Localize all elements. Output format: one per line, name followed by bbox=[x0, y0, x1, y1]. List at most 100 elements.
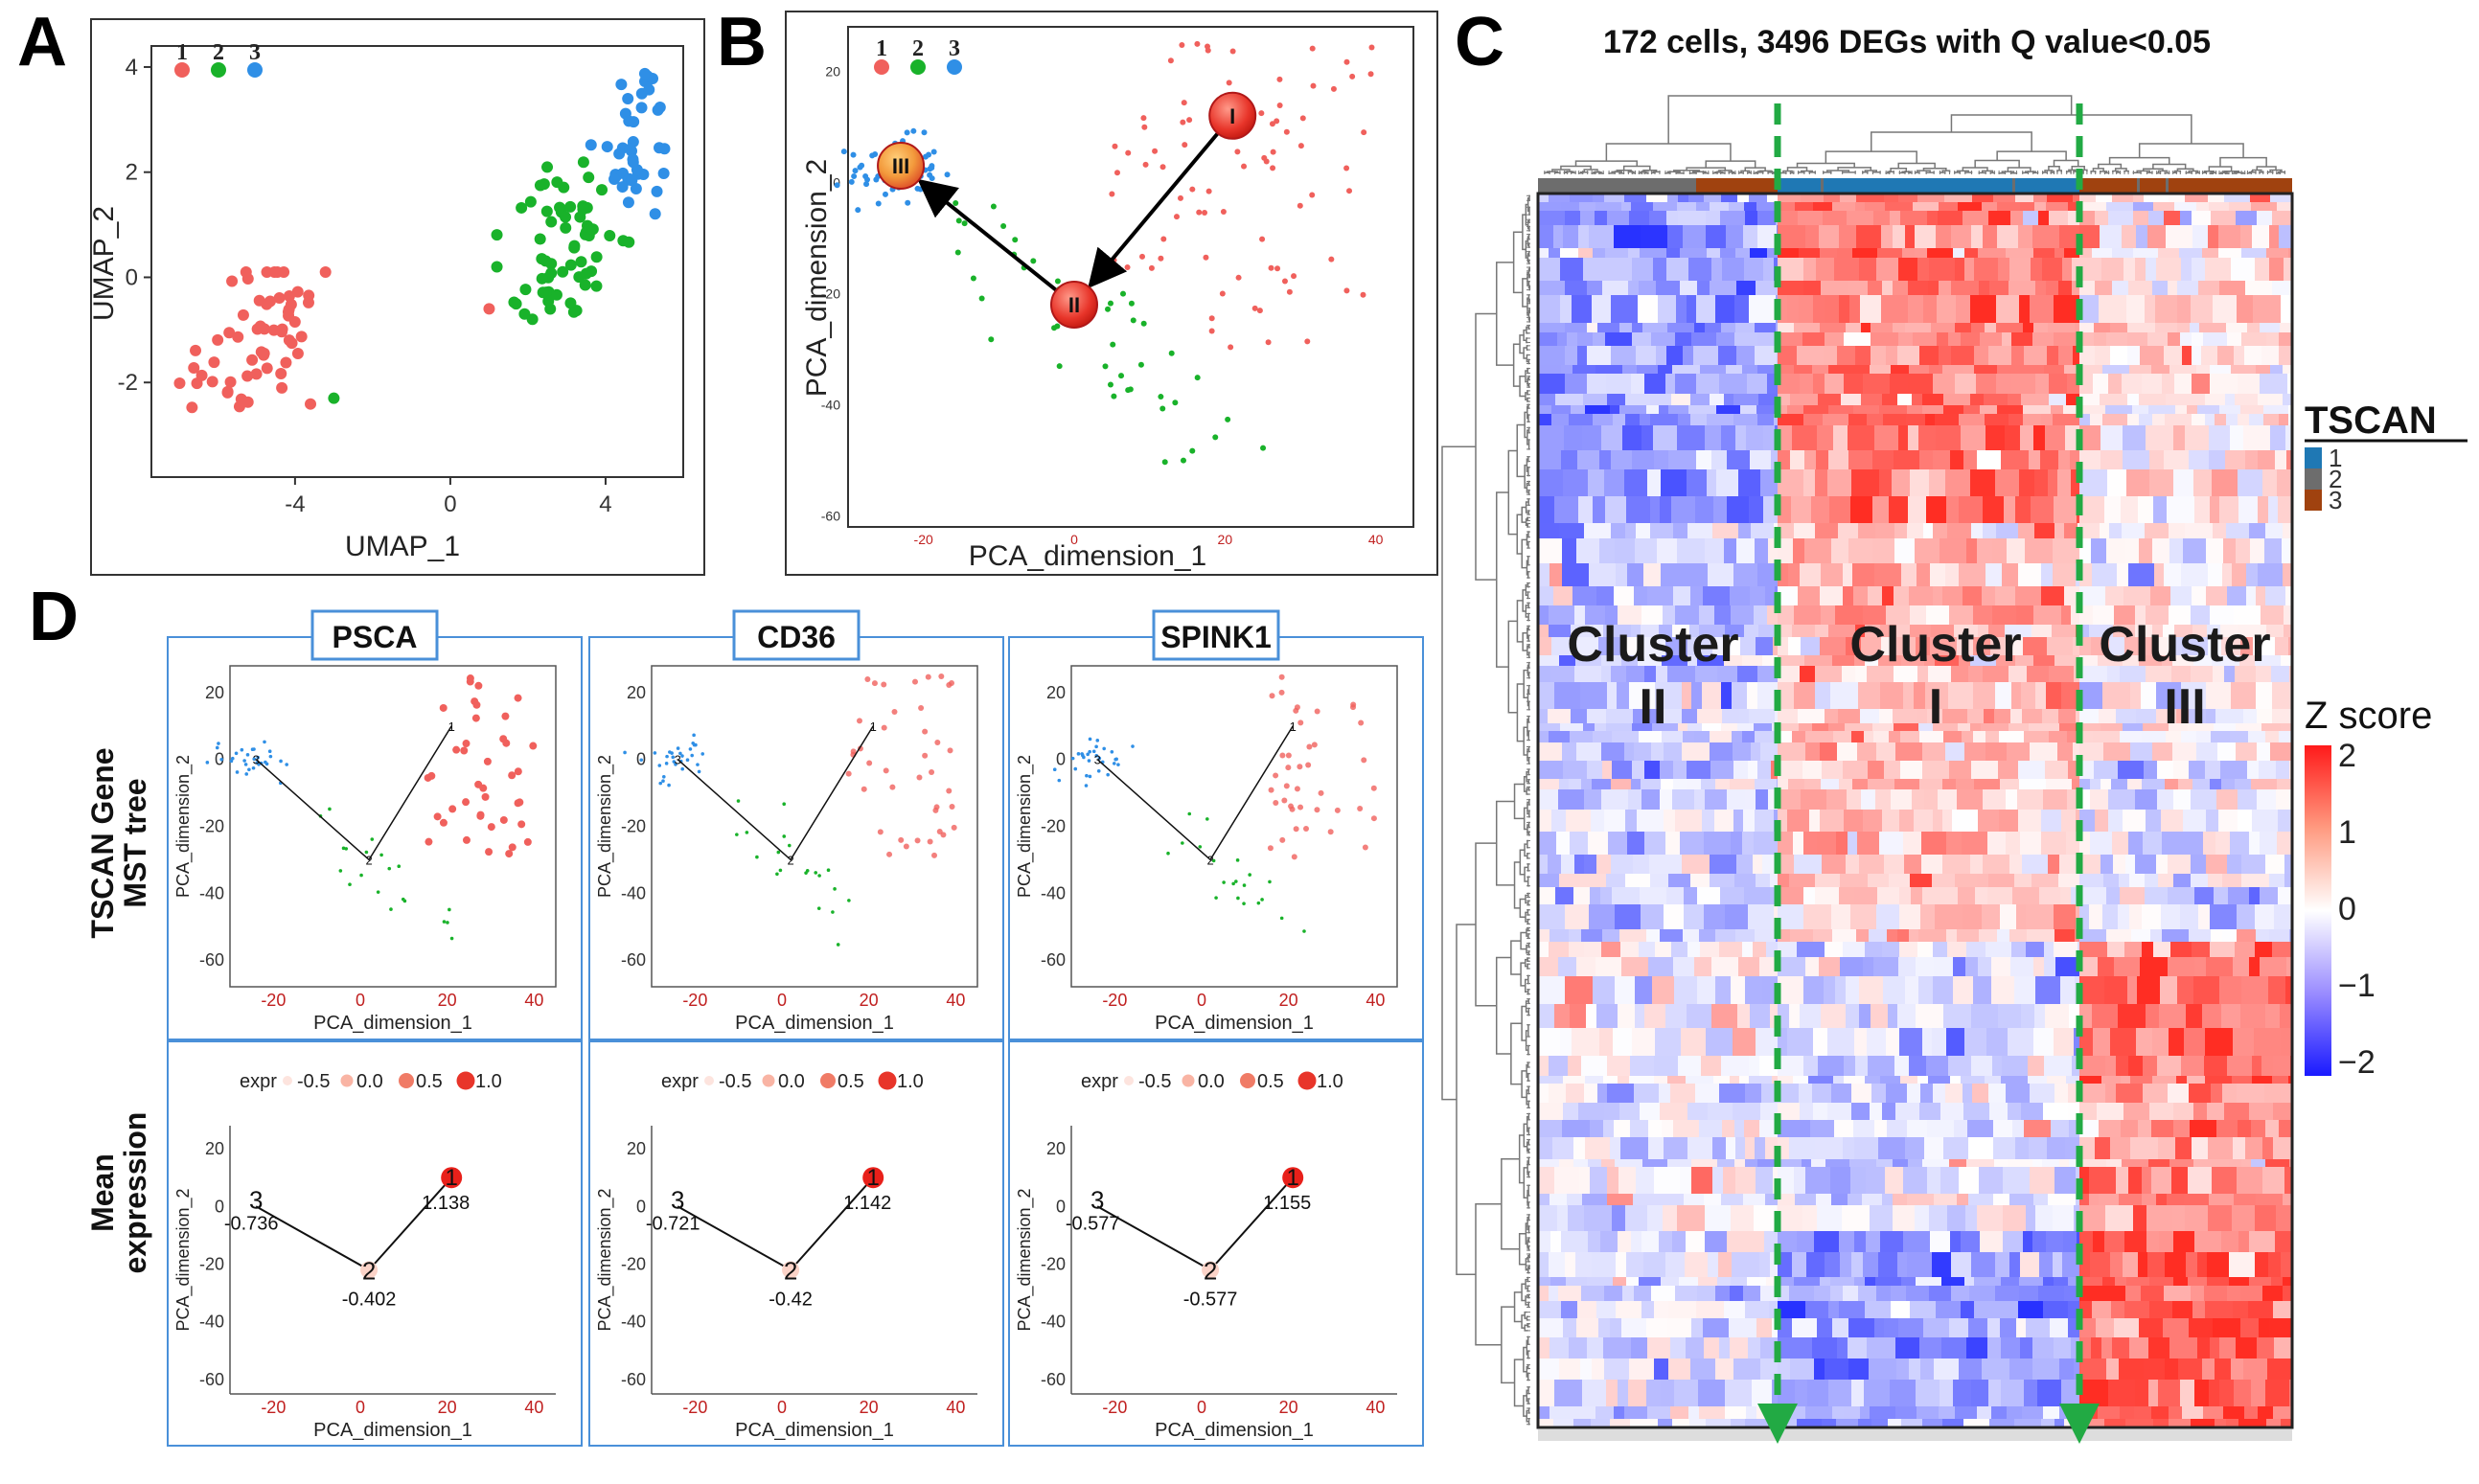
mst-point bbox=[1256, 901, 1261, 905]
heatmap-cell bbox=[1607, 1167, 1618, 1194]
panel-b-point bbox=[1251, 305, 1258, 311]
panel-a-point bbox=[224, 376, 237, 388]
heatmap-cell bbox=[1538, 394, 1555, 405]
mst-point bbox=[263, 740, 266, 744]
heatmap-cell bbox=[1968, 1318, 1987, 1337]
heatmap-cell bbox=[1968, 1137, 1993, 1159]
panel-b-point bbox=[1196, 209, 1203, 216]
heatmap-cell bbox=[2125, 538, 2139, 563]
heatmap-cell bbox=[1994, 1159, 2008, 1167]
heatmap-cell bbox=[1735, 425, 1746, 450]
mst-xtick-label: -20 bbox=[682, 991, 707, 1010]
dendro-branch bbox=[1522, 632, 1527, 651]
mean-x-label: PCA_dimension_1 bbox=[313, 1420, 472, 1441]
heatmap-cell bbox=[1732, 1252, 1759, 1277]
heatmap-cell bbox=[2103, 742, 2130, 761]
heatmap-cell bbox=[2064, 523, 2077, 538]
panel-b-point bbox=[929, 165, 935, 171]
heatmap-cell bbox=[2192, 1301, 2205, 1318]
mst-point bbox=[1297, 764, 1303, 770]
heatmap-cell bbox=[1793, 1076, 1808, 1084]
heatmap-cell bbox=[2247, 761, 2259, 779]
heatmap-cell bbox=[1902, 248, 1915, 258]
heatmap-cell bbox=[1538, 523, 1559, 538]
heatmap-cell bbox=[2224, 194, 2250, 202]
heatmap-cell bbox=[2169, 523, 2185, 538]
heatmap-cell bbox=[1795, 202, 1813, 211]
heatmap-cell bbox=[2020, 1252, 2039, 1277]
heatmap-cell bbox=[1923, 523, 1933, 538]
dendro-branch bbox=[2246, 171, 2253, 174]
heatmap-cell bbox=[1822, 855, 1846, 874]
heatmap-cell bbox=[1778, 1194, 1795, 1205]
heatmap-cell bbox=[1699, 1120, 1722, 1137]
heatmap-cell bbox=[2266, 1419, 2281, 1427]
heatmap-cell bbox=[1825, 1252, 1840, 1277]
heatmap-cell bbox=[1675, 605, 1699, 625]
heatmap-cell bbox=[2281, 655, 2292, 666]
dendro-branch bbox=[1526, 337, 1528, 344]
heatmap-cell bbox=[2135, 258, 2146, 281]
mst-ytick-label: -20 bbox=[199, 817, 224, 836]
heatmap-cell bbox=[1856, 929, 1869, 942]
expr-legend-label: 0.0 bbox=[778, 1071, 805, 1092]
dendro-branch bbox=[1526, 1365, 1528, 1378]
heatmap-cell bbox=[1703, 586, 1730, 605]
dendro-branch bbox=[1524, 978, 1528, 993]
heatmap-cell bbox=[2272, 709, 2292, 723]
heatmap-cell bbox=[1910, 469, 1929, 496]
heatmap-cell bbox=[2273, 1103, 2292, 1120]
dendro-branch bbox=[1527, 700, 1530, 711]
mst-point bbox=[836, 943, 840, 947]
heatmap-cell bbox=[1778, 538, 1793, 563]
panel-b-point bbox=[1360, 291, 1366, 298]
heatmap-cell bbox=[2031, 874, 2058, 887]
heatmap-cell bbox=[1833, 1076, 1844, 1084]
dendro-branch bbox=[1526, 839, 1529, 849]
dendro-branch bbox=[1527, 1293, 1530, 1299]
panel-a-point bbox=[261, 362, 273, 375]
heatmap-cell bbox=[1778, 957, 1805, 976]
heatmap-cell bbox=[2265, 1159, 2289, 1167]
heatmap-cell bbox=[1778, 202, 1795, 211]
heatmap-cell bbox=[2058, 874, 2079, 887]
heatmap-cell bbox=[2031, 258, 2042, 281]
mst-point bbox=[508, 843, 516, 852]
heatmap-cell bbox=[1884, 855, 1904, 874]
heatmap-cell bbox=[1917, 1076, 1928, 1084]
heatmap-cell bbox=[1631, 1337, 1647, 1358]
heatmap-cell bbox=[2189, 1084, 2211, 1103]
heatmap-cell bbox=[1687, 779, 1701, 789]
heatmap-cell bbox=[2045, 425, 2065, 450]
heatmap-cell bbox=[1577, 1301, 1596, 1318]
heatmap-cell bbox=[2133, 194, 2144, 202]
heatmap-cell bbox=[1705, 1231, 1727, 1252]
dendro-branch bbox=[2071, 166, 2085, 171]
mst-point bbox=[1268, 879, 1272, 884]
heatmap-cell bbox=[1549, 563, 1562, 586]
heatmap-cell bbox=[1593, 194, 1604, 202]
mst-point bbox=[877, 829, 884, 835]
heatmap-cell bbox=[1710, 874, 1734, 887]
heatmap-cell bbox=[1995, 469, 2019, 496]
heatmap-cell bbox=[1646, 405, 1659, 414]
expr-legend-title: expr bbox=[240, 1071, 277, 1092]
heatmap-cell bbox=[2057, 742, 2073, 761]
heatmap-cell bbox=[1690, 1358, 1715, 1380]
heatmap-cell bbox=[2232, 563, 2246, 586]
heatmap-cell bbox=[1882, 1194, 1893, 1205]
heatmap-cell bbox=[2192, 779, 2210, 789]
heatmap-cell bbox=[2247, 323, 2260, 332]
heatmap-cell bbox=[1739, 709, 1749, 723]
heatmap-cell bbox=[1803, 469, 1815, 496]
heatmap-cell bbox=[2079, 1194, 2089, 1205]
heatmap-cell bbox=[1851, 469, 1879, 496]
expr-legend-dot bbox=[1297, 1071, 1317, 1090]
heatmap-cell bbox=[2107, 942, 2124, 957]
heatmap-cell bbox=[1770, 874, 1778, 887]
mean-node-2 bbox=[782, 1261, 800, 1279]
heatmap-cell bbox=[1849, 295, 1860, 323]
heatmap-cell bbox=[1721, 1194, 1743, 1205]
zscore-tick-neg2: −2 bbox=[2338, 1044, 2376, 1081]
heatmap-cell bbox=[1917, 666, 1928, 682]
